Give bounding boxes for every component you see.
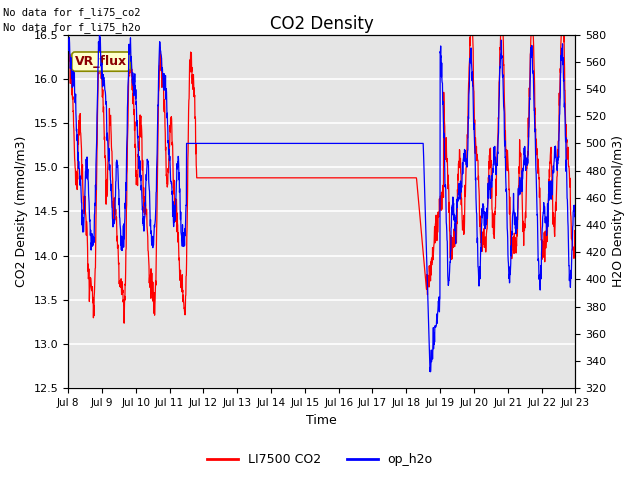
Y-axis label: H2O Density (mmol/m3): H2O Density (mmol/m3) (612, 135, 625, 288)
X-axis label: Time: Time (307, 414, 337, 427)
Legend: LI7500 CO2, op_h2o: LI7500 CO2, op_h2o (202, 448, 438, 471)
Y-axis label: CO2 Density (mmol/m3): CO2 Density (mmol/m3) (15, 136, 28, 287)
Text: No data for f_li75_co2: No data for f_li75_co2 (3, 7, 141, 18)
Text: VR_flux: VR_flux (75, 55, 127, 68)
Text: No data for f_li75_h2o: No data for f_li75_h2o (3, 22, 141, 33)
Title: CO2 Density: CO2 Density (270, 15, 374, 33)
